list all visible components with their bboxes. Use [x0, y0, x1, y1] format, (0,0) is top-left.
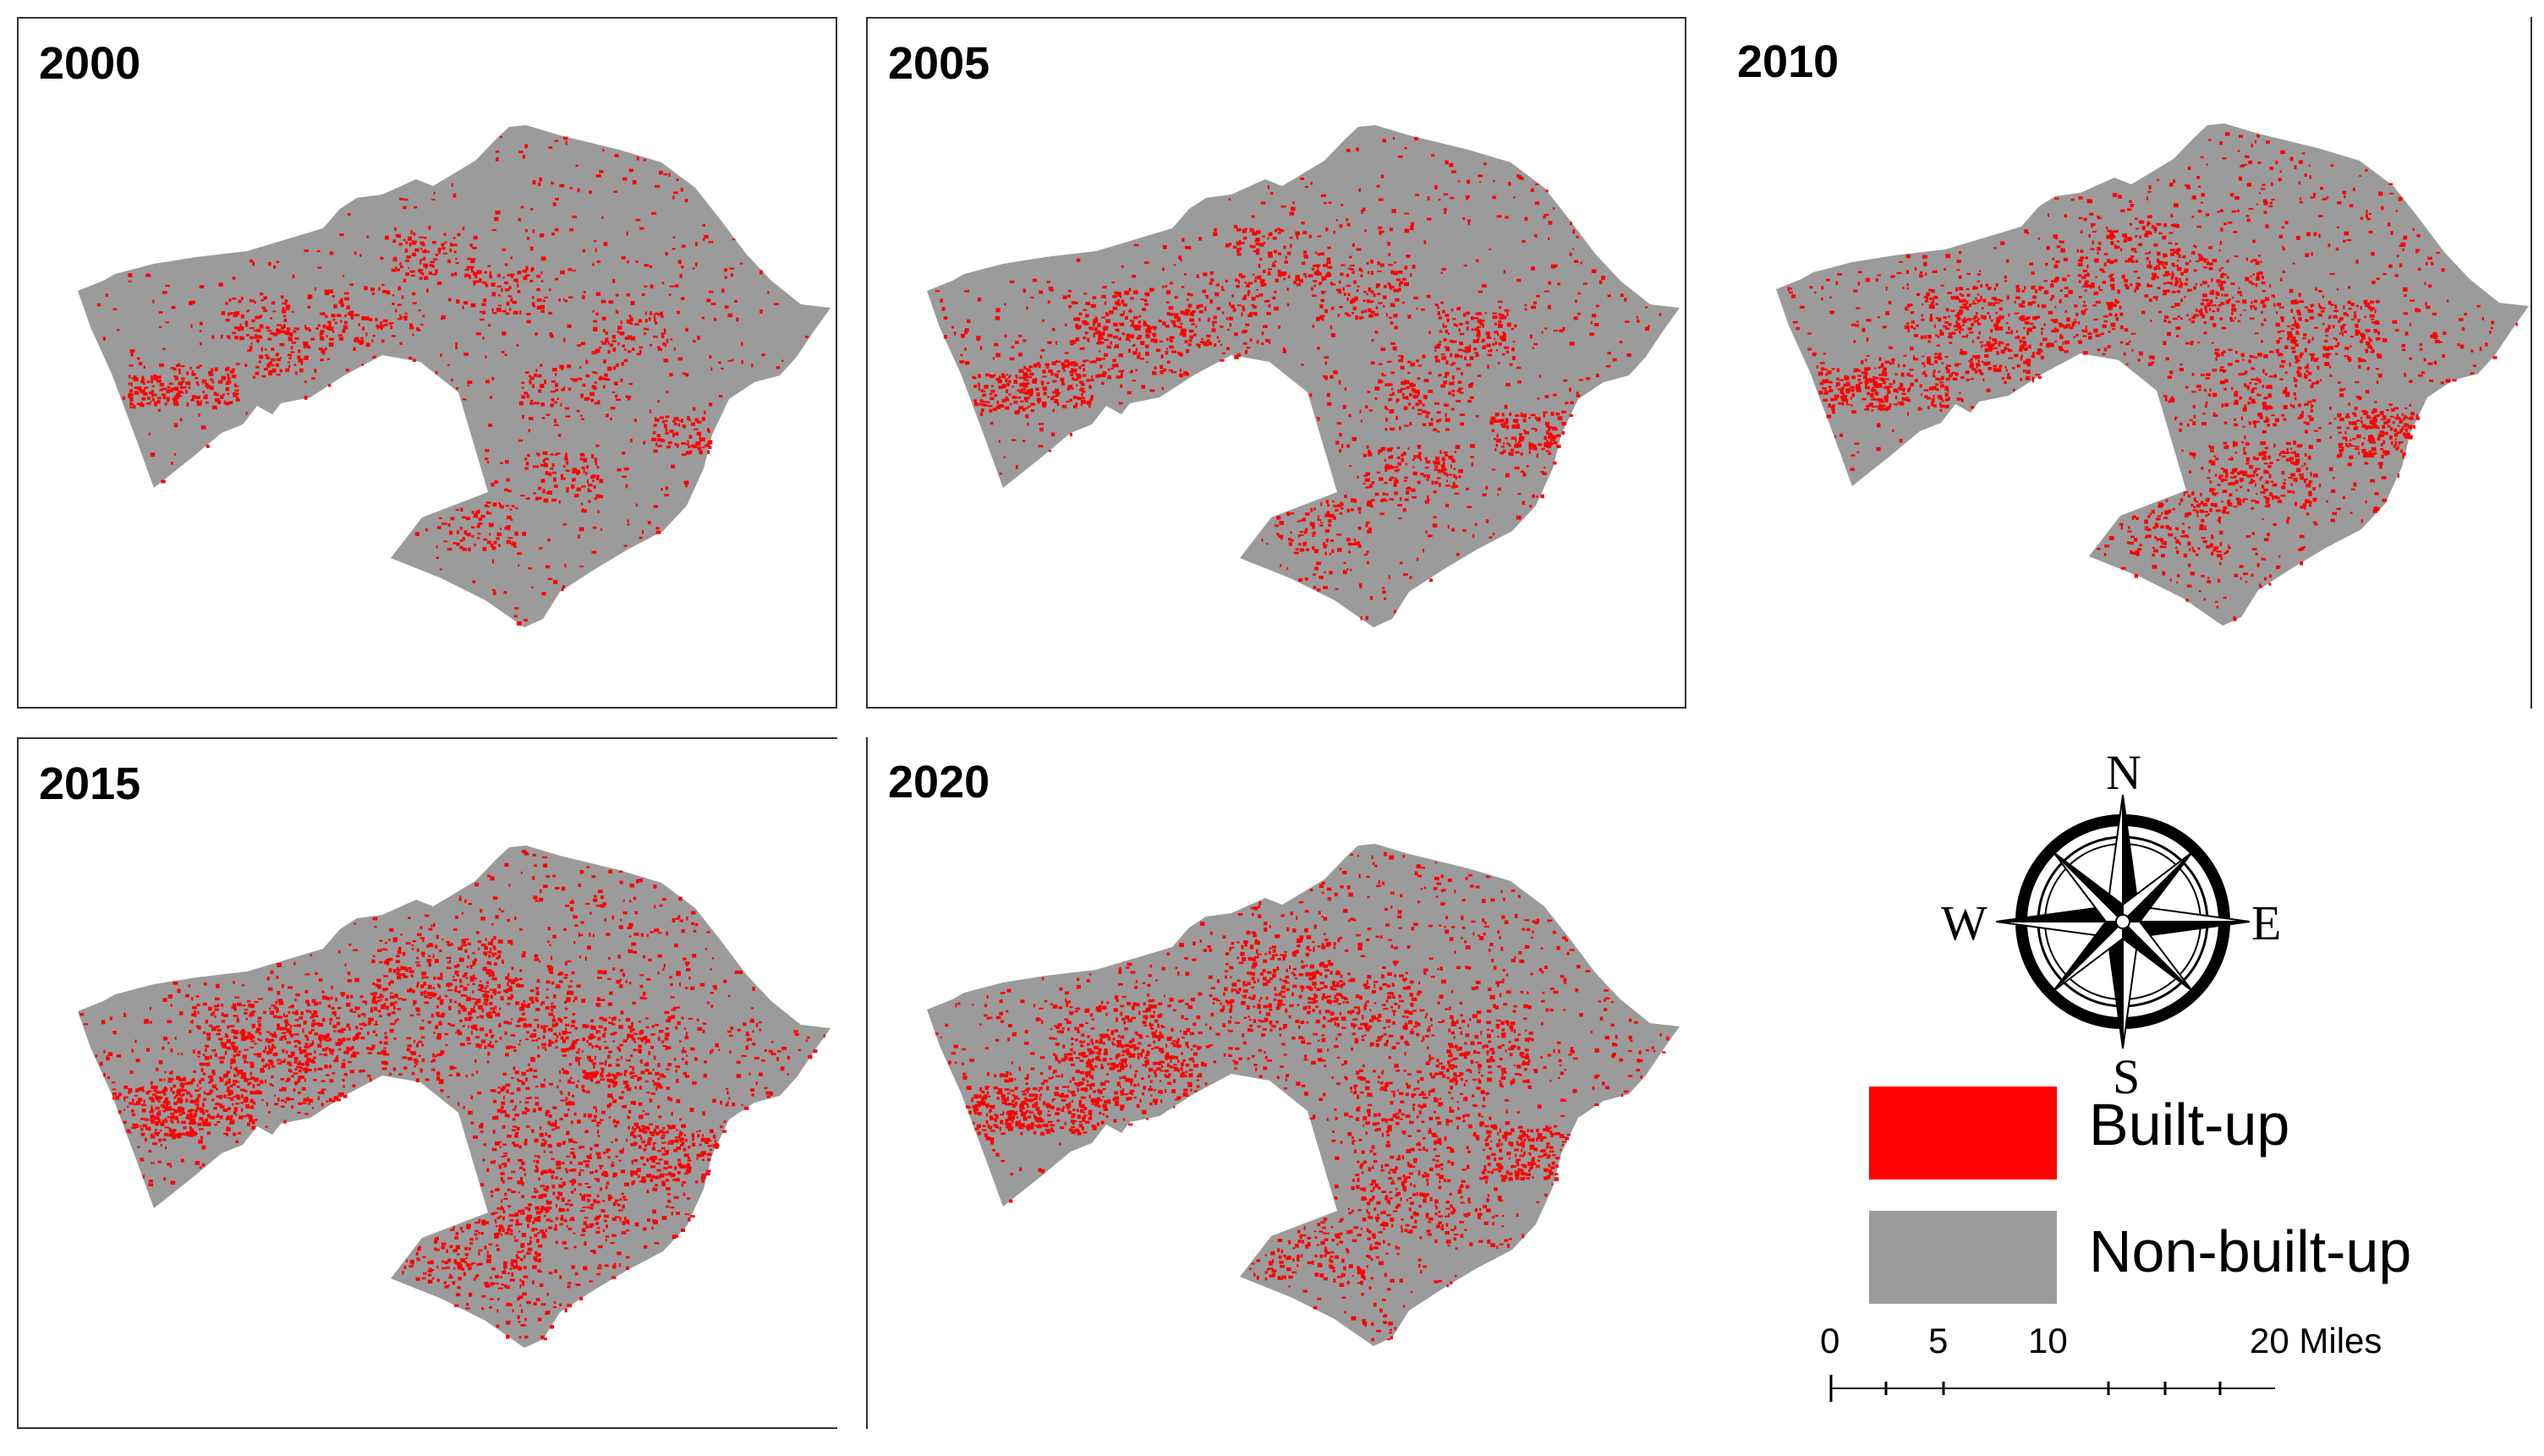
year-label: 2000	[39, 38, 141, 89]
non-built-up-region	[927, 125, 1680, 627]
non-built-up-region	[927, 844, 1680, 1346]
year-label: 2005	[888, 38, 990, 89]
scale-label-5: 5	[1928, 1321, 1949, 1360]
map-svg	[927, 125, 1680, 627]
scale-label-20-miles: 20 Miles	[2250, 1321, 2382, 1360]
compass-east-label: E	[2251, 895, 2282, 950]
legend-label-built-up: Built-up	[2089, 1092, 2290, 1158]
map-svg	[927, 844, 1680, 1346]
non-built-up-region	[78, 846, 831, 1348]
map-panel-2005: 2005	[866, 17, 1686, 709]
legend-swatch-non-built-up	[1869, 1211, 2057, 1304]
scale-label-10: 10	[2028, 1321, 2068, 1360]
built-up-pixels	[1787, 132, 2518, 621]
legend-area: N S E W Built-up Non-built-up 0 5 10 20 …	[1725, 744, 2529, 1429]
non-built-up-region	[1776, 123, 2529, 626]
map-panel-2010: 2010	[1717, 17, 2532, 709]
year-label: 2015	[39, 758, 141, 809]
legend-swatch-built-up	[1869, 1087, 2057, 1180]
compass-north-label: N	[2106, 745, 2141, 800]
year-label: 2010	[1737, 36, 1839, 87]
map-panel-2015: 2015	[17, 737, 837, 1429]
year-label: 2020	[888, 757, 990, 807]
map-panel-2000: 2000	[17, 17, 837, 709]
built-up-pixels	[96, 136, 809, 626]
built-up-pixels	[935, 851, 1670, 1342]
scale-bar	[1829, 1375, 2275, 1402]
compass-west-label: W	[1941, 895, 1988, 950]
built-up-pixels	[80, 850, 826, 1340]
legend-label-non-built-up: Non-built-up	[2089, 1218, 2412, 1284]
compass-rose-icon	[1995, 794, 2251, 1049]
scale-label-0: 0	[1820, 1321, 1840, 1360]
compass-south-label: S	[2113, 1049, 2141, 1104]
map-panel-2020: 2020	[866, 737, 1686, 1429]
built-up-pixels	[935, 137, 1662, 621]
map-svg	[1776, 123, 2529, 626]
map-svg	[78, 846, 831, 1348]
non-built-up-region	[78, 125, 831, 627]
map-svg	[78, 125, 831, 627]
